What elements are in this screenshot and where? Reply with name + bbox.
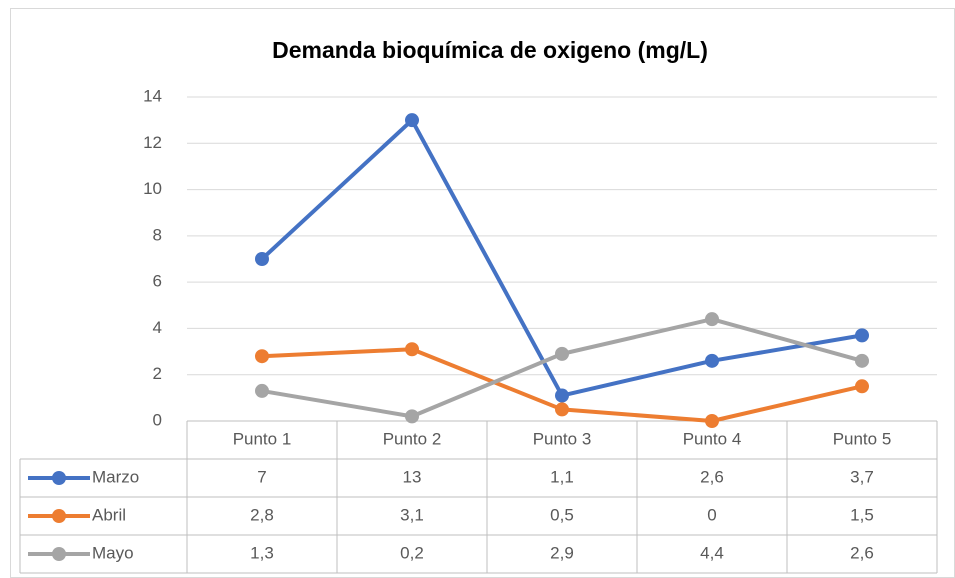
- table-value: 13: [403, 467, 422, 486]
- x-tick-label: Punto 1: [233, 429, 292, 448]
- table-value: 0: [707, 505, 716, 524]
- x-tick-label: Punto 5: [833, 429, 892, 448]
- marker: [705, 353, 719, 368]
- marker: [555, 346, 569, 361]
- table-value: 3,7: [850, 467, 874, 486]
- y-tick-label: 8: [153, 225, 162, 244]
- table-value: 1,1: [550, 467, 574, 486]
- table-value: 0,2: [400, 543, 424, 562]
- legend-label: Mayo: [92, 543, 134, 562]
- table-value: 0,5: [550, 505, 574, 524]
- table-value: 2,6: [850, 543, 874, 562]
- y-tick-label: 2: [153, 364, 162, 383]
- x-tick-label: Punto 3: [533, 429, 592, 448]
- marker: [255, 383, 269, 398]
- marker: [405, 342, 419, 357]
- marker: [855, 353, 869, 368]
- y-tick-label: 6: [153, 272, 162, 291]
- marker: [405, 113, 419, 128]
- legend-label: Marzo: [92, 467, 139, 486]
- table-value: 2,6: [700, 467, 724, 486]
- table-value: 7: [257, 467, 266, 486]
- chart-border: [10, 8, 955, 578]
- marker: [705, 414, 719, 428]
- table-value: 4,4: [700, 543, 724, 562]
- marker: [255, 349, 269, 364]
- marker: [255, 252, 269, 266]
- marker: [855, 328, 869, 343]
- x-tick-label: Punto 4: [683, 429, 742, 448]
- table-value: 3,1: [400, 505, 424, 524]
- table-value: 1,5: [850, 505, 874, 524]
- chart-title: Demanda bioquímica de oxigeno (mg/L): [272, 37, 708, 63]
- table-value: 1,3: [250, 543, 274, 562]
- marker: [555, 388, 569, 403]
- y-tick-label: 14: [143, 86, 162, 105]
- marker: [855, 379, 869, 394]
- legend-label: Abril: [92, 505, 126, 524]
- legend-marker: [52, 471, 66, 485]
- y-tick-label: 0: [153, 410, 162, 429]
- y-tick-label: 10: [143, 179, 162, 198]
- y-tick-label: 4: [153, 318, 162, 337]
- marker: [555, 402, 569, 417]
- table-value: 2,8: [250, 505, 274, 524]
- legend-marker: [52, 509, 66, 523]
- table-value: 2,9: [550, 543, 574, 562]
- marker: [705, 312, 719, 327]
- y-tick-label: 12: [143, 133, 162, 152]
- marker: [405, 409, 419, 424]
- legend-marker: [52, 547, 66, 561]
- x-tick-label: Punto 2: [383, 429, 442, 448]
